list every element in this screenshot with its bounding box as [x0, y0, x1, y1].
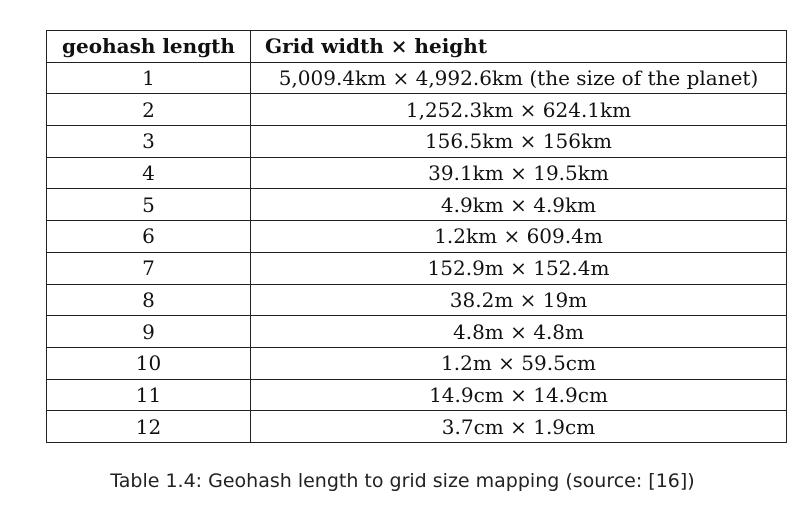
cell-length: 3	[46, 125, 251, 158]
geohash-table-container: geohash length Grid width × height 1 5,0…	[46, 30, 787, 443]
table-row: 11 14.9cm × 14.9cm	[46, 378, 787, 412]
cell-length: 6	[46, 220, 251, 253]
table-row: 8 38.2m × 19m	[46, 283, 787, 317]
cell-grid-size: 1,252.3km × 624.1km	[250, 93, 787, 127]
header-grid-size: Grid width × height	[250, 30, 787, 63]
cell-length: 9	[46, 315, 251, 348]
table-header-row: geohash length Grid width × height	[46, 30, 787, 63]
cell-grid-size: 1.2m × 59.5cm	[250, 346, 787, 380]
table-row: 5 4.9km × 4.9km	[46, 188, 787, 222]
cell-grid-size: 3.7cm × 1.9cm	[250, 410, 787, 443]
cell-length: 10	[46, 346, 251, 380]
cell-grid-size: 156.5km × 156km	[250, 125, 787, 158]
table-row: 12 3.7cm × 1.9cm	[46, 410, 787, 443]
cell-length: 7	[46, 251, 251, 285]
cell-grid-size: 39.1km × 19.5km	[250, 156, 787, 190]
cell-length: 5	[46, 188, 251, 222]
cell-length: 8	[46, 283, 251, 317]
table-row: 7 152.9m × 152.4m	[46, 251, 787, 285]
cell-grid-size: 152.9m × 152.4m	[250, 251, 787, 285]
table-row: 3 156.5km × 156km	[46, 125, 787, 158]
cell-grid-size: 5,009.4km × 4,992.6km (the size of the p…	[250, 61, 787, 95]
cell-grid-size: 38.2m × 19m	[250, 283, 787, 317]
cell-length: 11	[46, 378, 251, 412]
table-row: 10 1.2m × 59.5cm	[46, 346, 787, 380]
cell-length: 2	[46, 93, 251, 127]
table-caption: Table 1.4: Geohash length to grid size m…	[110, 470, 695, 492]
header-geohash-length: geohash length	[46, 30, 251, 63]
cell-grid-size: 14.9cm × 14.9cm	[250, 378, 787, 412]
cell-length: 1	[46, 61, 251, 95]
geohash-table: geohash length Grid width × height 1 5,0…	[46, 30, 787, 443]
table-row: 1 5,009.4km × 4,992.6km (the size of the…	[46, 61, 787, 95]
table-row: 4 39.1km × 19.5km	[46, 156, 787, 190]
cell-grid-size: 1.2km × 609.4m	[250, 220, 787, 253]
table-row: 6 1.2km × 609.4m	[46, 220, 787, 253]
table-row: 9 4.8m × 4.8m	[46, 315, 787, 348]
cell-length: 12	[46, 410, 251, 443]
cell-length: 4	[46, 156, 251, 190]
cell-grid-size: 4.9km × 4.9km	[250, 188, 787, 222]
table-row: 2 1,252.3km × 624.1km	[46, 93, 787, 127]
cell-grid-size: 4.8m × 4.8m	[250, 315, 787, 348]
